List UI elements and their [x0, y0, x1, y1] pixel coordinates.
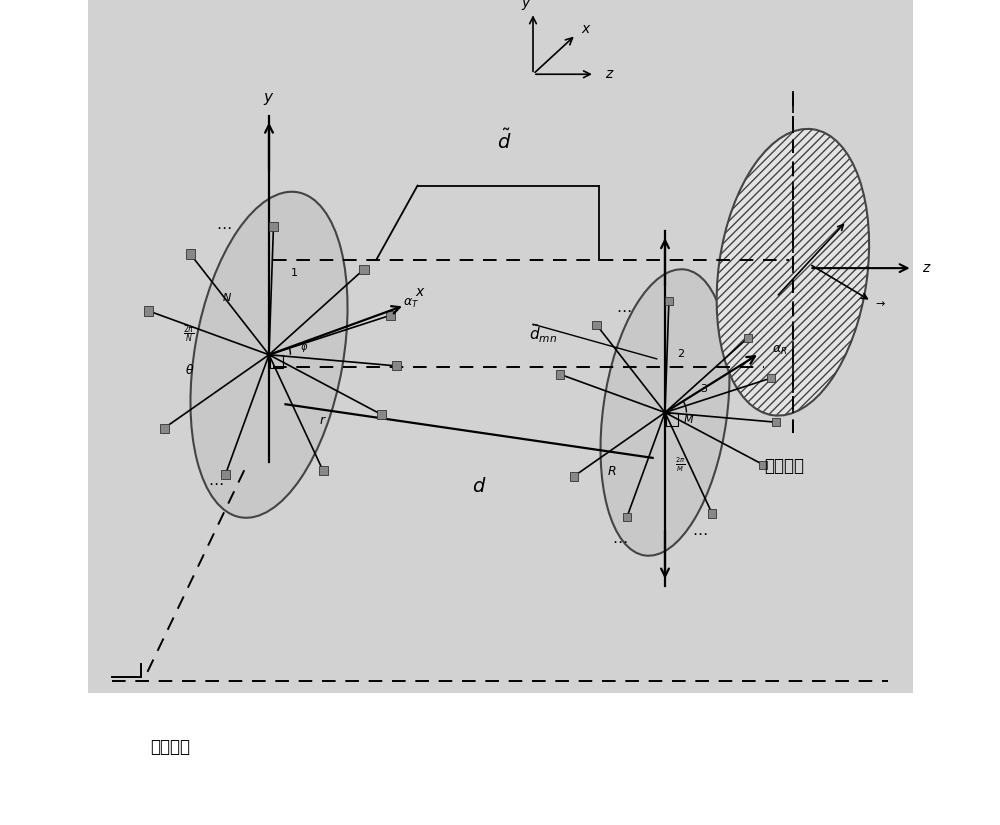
- Bar: [708, 509, 716, 517]
- Bar: [570, 472, 578, 480]
- Text: $2$: $2$: [677, 347, 685, 359]
- Bar: [270, 355, 283, 368]
- Bar: [160, 423, 169, 432]
- Text: $\tilde{d}_{mn}$: $\tilde{d}_{mn}$: [529, 323, 557, 346]
- Text: $\alpha_R$: $\alpha_R$: [772, 344, 787, 356]
- Bar: [767, 374, 775, 382]
- Text: $r$: $r$: [319, 414, 326, 427]
- Bar: [556, 370, 564, 379]
- Text: $x$: $x$: [415, 285, 426, 299]
- Text: $\theta$: $\theta$: [185, 363, 195, 376]
- Text: 接收面板: 接收面板: [764, 457, 804, 475]
- Text: 发射面板: 发射面板: [150, 738, 190, 756]
- Bar: [772, 418, 780, 427]
- Polygon shape: [500, 0, 912, 693]
- Text: $\cdots$: $\cdots$: [616, 302, 631, 317]
- Text: $\frac{2\pi}{M}$: $\frac{2\pi}{M}$: [675, 455, 685, 474]
- Bar: [186, 249, 195, 258]
- Bar: [623, 513, 631, 521]
- Text: $y$: $y$: [263, 92, 275, 107]
- Text: $N$: $N$: [222, 291, 232, 303]
- Ellipse shape: [601, 269, 729, 556]
- Text: $M$: $M$: [683, 413, 694, 425]
- Text: $\rightarrow$: $\rightarrow$: [873, 299, 886, 309]
- Bar: [377, 410, 386, 419]
- Bar: [759, 460, 767, 469]
- Bar: [221, 470, 230, 479]
- Bar: [744, 334, 752, 342]
- Bar: [665, 297, 673, 305]
- Text: $x$: $x$: [581, 22, 592, 35]
- Bar: [144, 306, 153, 315]
- Text: $R$: $R$: [607, 465, 616, 478]
- Bar: [319, 466, 328, 475]
- Text: $\tilde{d}$: $\tilde{d}$: [497, 129, 511, 153]
- Polygon shape: [88, 0, 516, 693]
- Text: $\varphi$: $\varphi$: [300, 342, 309, 354]
- Bar: [359, 265, 369, 274]
- Polygon shape: [88, 693, 912, 825]
- Text: $\cdots$: $\cdots$: [216, 219, 231, 234]
- Text: $d$: $d$: [472, 477, 487, 497]
- Text: $3$: $3$: [700, 382, 708, 394]
- Bar: [269, 223, 278, 232]
- Bar: [392, 361, 401, 370]
- Text: $\cdots$: $\cdots$: [692, 525, 707, 540]
- Text: $1$: $1$: [290, 266, 298, 278]
- Text: $\frac{2\pi}{N}$: $\frac{2\pi}{N}$: [183, 323, 195, 345]
- Bar: [666, 413, 678, 426]
- Text: $\alpha_T$: $\alpha_T$: [403, 297, 419, 310]
- Text: $\cdots$: $\cdots$: [612, 533, 627, 548]
- Ellipse shape: [717, 129, 869, 416]
- Ellipse shape: [190, 191, 348, 518]
- Text: $z$: $z$: [605, 68, 614, 81]
- Bar: [592, 321, 601, 329]
- Bar: [386, 311, 395, 320]
- Text: $z$: $z$: [922, 262, 932, 275]
- Text: $y$: $y$: [521, 0, 532, 12]
- Text: $\cdots$: $\cdots$: [208, 475, 223, 490]
